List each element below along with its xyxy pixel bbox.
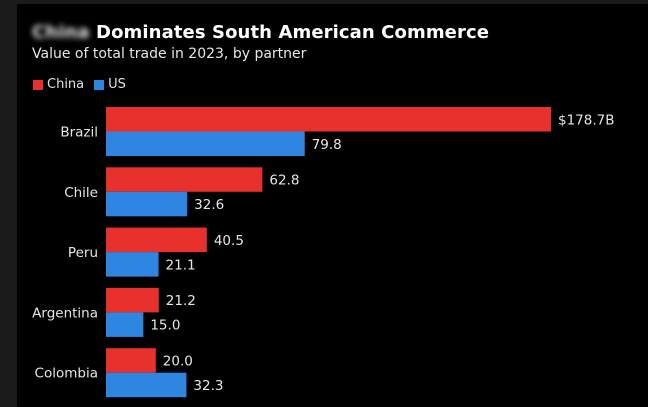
value-label-china-chile: 62.8 xyxy=(269,173,299,189)
category-label-brazil: Brazil xyxy=(60,125,98,141)
bar-china-brazil xyxy=(106,107,551,132)
value-label-us-colombia: 32.3 xyxy=(193,378,223,394)
category-label-chile: Chile xyxy=(64,185,98,201)
legend: China US xyxy=(33,77,136,92)
bar-us-peru xyxy=(106,252,159,277)
value-label-china-peru: 40.5 xyxy=(214,233,244,249)
bar-china-colombia xyxy=(106,348,156,373)
chart-title: China Dominates South American Commerce xyxy=(32,22,489,43)
category-label-peru: Peru xyxy=(68,245,98,261)
legend-swatch-us xyxy=(94,79,105,90)
legend-swatch-china xyxy=(33,79,43,90)
value-label-us-peru: 21.1 xyxy=(166,257,196,273)
category-label-colombia: Colombia xyxy=(35,366,98,382)
bar-china-chile xyxy=(106,167,263,192)
value-label-us-brazil: 79.8 xyxy=(312,137,342,153)
legend-label-us: US xyxy=(108,77,126,92)
legend-label-china: China xyxy=(47,77,85,92)
bar-china-peru xyxy=(106,227,207,253)
value-label-us-chile: 32.6 xyxy=(194,197,224,213)
obscured-title-word: China xyxy=(32,22,90,43)
value-label-china-brazil: $178.7B xyxy=(558,112,615,128)
title-text: Dominates South American Commerce xyxy=(96,22,490,43)
bar-us-chile xyxy=(106,191,188,217)
bar-us-brazil xyxy=(106,131,305,156)
value-label-us-argentina: 15.0 xyxy=(150,318,180,334)
bar-us-argentina xyxy=(106,312,144,337)
legend-item-us: US xyxy=(94,77,126,92)
bar-china-argentina xyxy=(106,287,159,313)
value-label-china-argentina: 21.2 xyxy=(166,293,196,309)
category-label-argentina: Argentina xyxy=(32,305,98,321)
chart-subtitle: Value of total trade in 2023, by partner xyxy=(32,46,307,62)
value-label-china-colombia: 20.0 xyxy=(163,353,193,369)
legend-item-china: China xyxy=(33,77,84,92)
bar-us-colombia xyxy=(106,372,187,398)
